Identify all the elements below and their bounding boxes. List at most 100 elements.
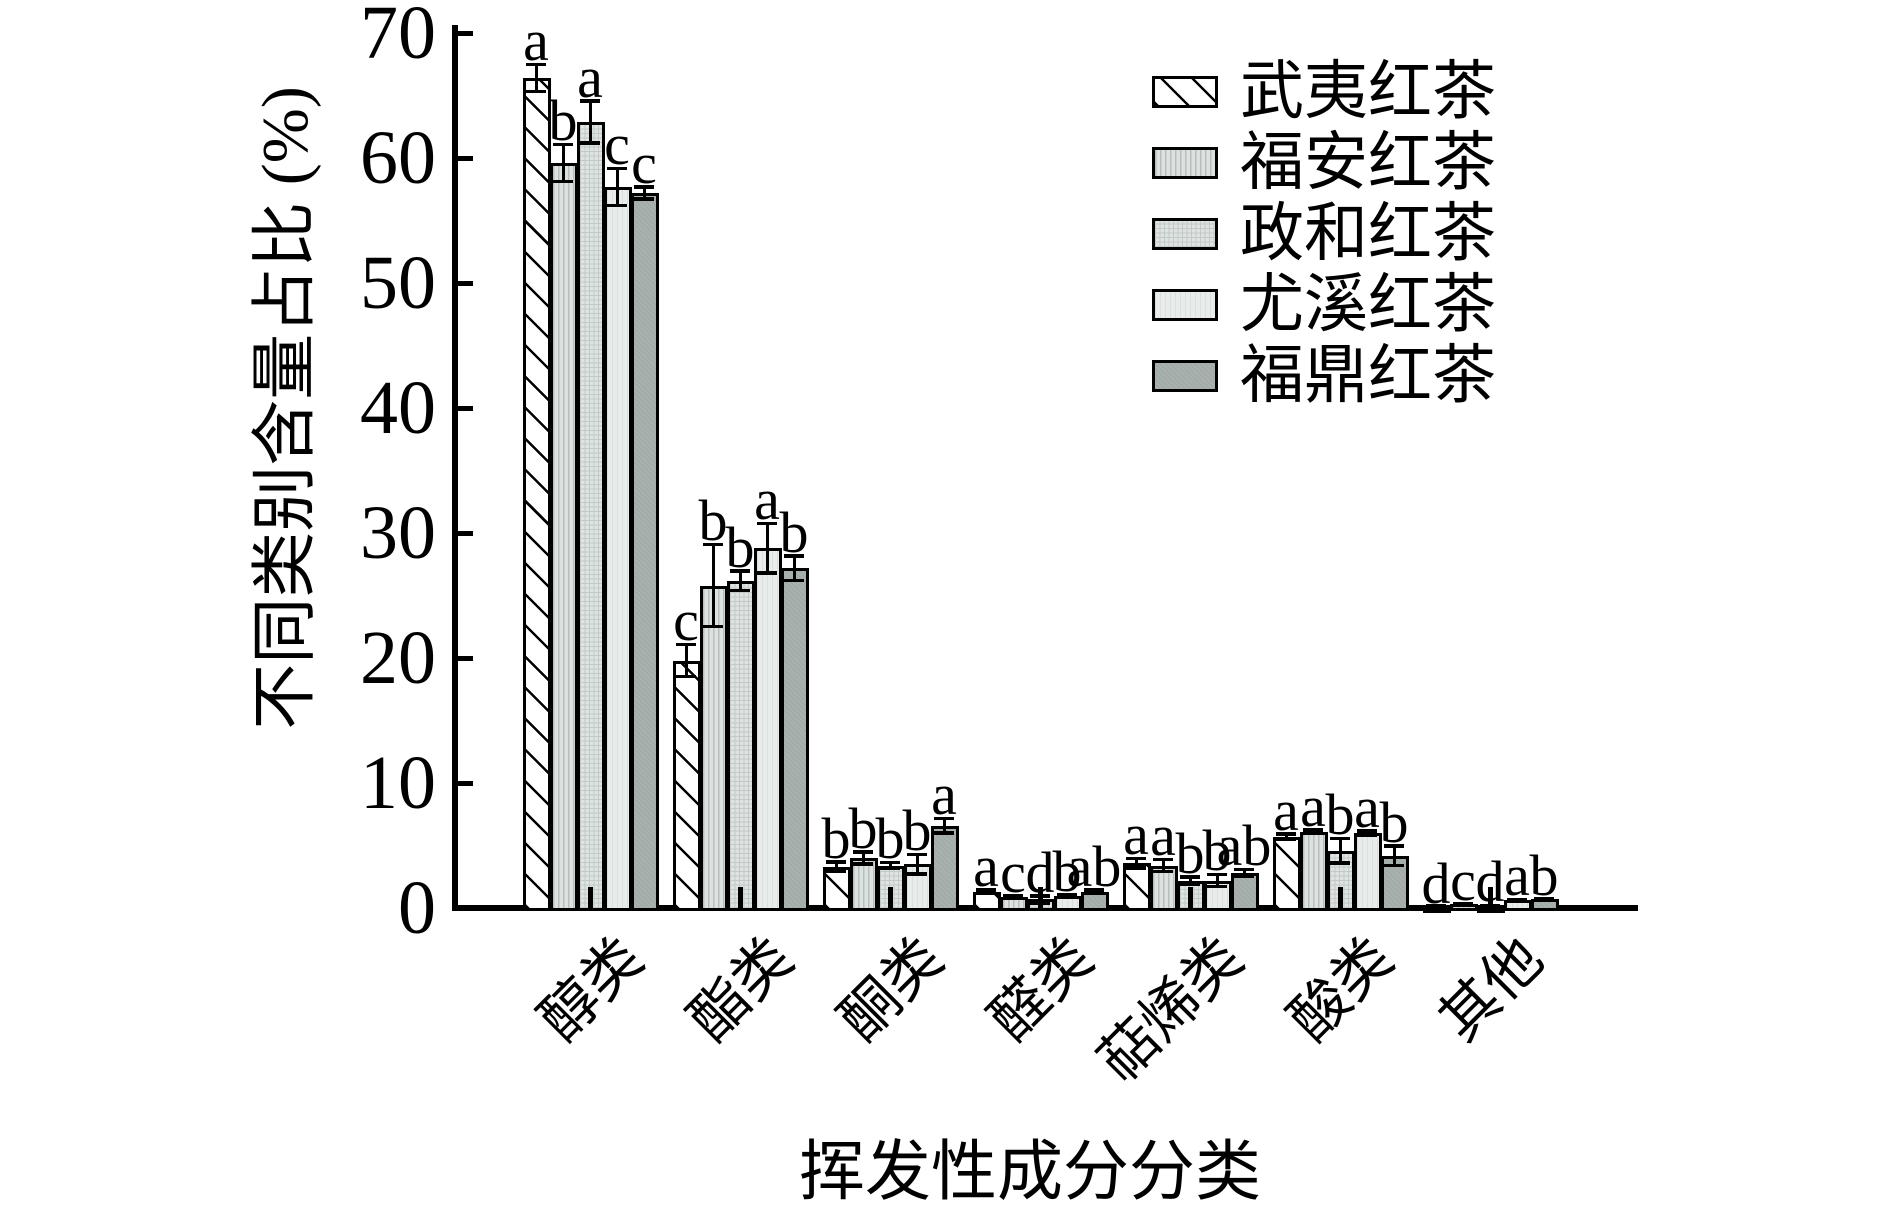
error-bar <box>1365 830 1369 836</box>
bar <box>603 186 632 911</box>
legend-swatch <box>1152 147 1218 179</box>
error-bar-cap <box>1330 861 1350 865</box>
error-bar <box>1242 869 1246 877</box>
significance-letter: a <box>1150 803 1176 869</box>
error-bar-cap <box>1330 836 1350 840</box>
x-tick <box>1337 887 1343 908</box>
significance-letter: a <box>523 8 549 74</box>
significance-letter: a <box>1123 802 1149 867</box>
error-bar-cap <box>1057 895 1077 899</box>
significance-letter: a <box>754 467 780 532</box>
legend-label: 武夷红茶 <box>1240 56 1496 127</box>
significance-letter: b <box>548 88 578 154</box>
bar <box>972 891 1001 911</box>
x-category-label: 醛类 <box>977 925 1106 1054</box>
error-bar-cap <box>1384 844 1404 848</box>
y-tick-label: 70 <box>360 0 436 75</box>
x-category-label: 酸类 <box>1277 925 1406 1054</box>
y-tick <box>458 530 473 536</box>
bar <box>1326 850 1355 911</box>
error-bar-cap <box>1234 874 1254 879</box>
error-bar-cap <box>526 62 546 67</box>
bar <box>672 660 701 911</box>
error-bar-cap <box>1003 896 1023 900</box>
significance-letter: b <box>1052 838 1082 904</box>
error-bar <box>765 523 769 573</box>
error-bar <box>561 144 565 182</box>
error-bar-cap <box>634 185 654 189</box>
error-bar-cap <box>853 850 873 854</box>
error-bar-cap <box>907 852 927 857</box>
x-category-label: 其他 <box>1427 925 1556 1054</box>
bar <box>522 78 551 911</box>
error-bar <box>834 861 838 872</box>
y-axis-spine <box>452 25 458 911</box>
bar <box>1476 906 1505 913</box>
bar <box>699 585 728 911</box>
error-bar-cap <box>634 197 654 201</box>
error-bar <box>1215 874 1219 887</box>
significance-letter: a <box>931 762 957 827</box>
error-bar-cap <box>880 866 900 871</box>
error-bar-cap <box>1126 866 1146 870</box>
y-tick-label: 0 <box>398 866 436 950</box>
bar <box>1353 833 1382 911</box>
significance-letter: b <box>1325 782 1355 847</box>
y-tick <box>458 780 473 786</box>
error-bar-cap <box>1153 869 1173 874</box>
x-tick <box>887 887 893 908</box>
error-bar-cap <box>934 831 954 835</box>
significance-letter: b <box>848 795 878 861</box>
bar <box>1230 873 1259 911</box>
error-bar-cap <box>1084 888 1104 892</box>
error-bar <box>861 851 865 865</box>
error-bar <box>684 644 688 677</box>
significance-letter: b <box>779 499 809 565</box>
x-category-label: 萜烯类 <box>1086 925 1256 1095</box>
error-bar-cap <box>1453 903 1473 907</box>
error-bar-cap <box>1303 831 1323 836</box>
error-bar-cap <box>757 571 777 575</box>
significance-letter: c <box>1450 847 1476 913</box>
error-bar-cap <box>1084 891 1104 896</box>
bar <box>780 568 809 911</box>
significance-letter: c <box>1000 839 1026 905</box>
y-tick <box>458 405 473 411</box>
error-bar-cap <box>1153 857 1173 862</box>
y-tick-label: 30 <box>360 491 436 575</box>
bar <box>630 193 659 911</box>
error-bar-cap <box>907 872 927 876</box>
x-tick <box>587 887 593 908</box>
error-bar <box>792 555 796 581</box>
significance-letter: b <box>725 514 755 580</box>
error-bar-cap <box>1207 872 1227 877</box>
y-tick-label: 20 <box>360 616 436 700</box>
y-tick <box>458 30 473 36</box>
error-bar-cap <box>607 166 627 170</box>
legend-label: 福鼎红茶 <box>1240 340 1496 411</box>
significance-letter: a <box>1273 777 1299 843</box>
y-tick-label: 40 <box>360 366 436 450</box>
error-bar-cap <box>676 674 696 679</box>
significance-letter: b <box>875 806 905 872</box>
bar <box>849 858 878 911</box>
legend-label: 福安红茶 <box>1240 127 1496 198</box>
error-bar <box>1161 859 1165 872</box>
error-bar-cap <box>976 891 996 896</box>
bar <box>1299 831 1328 911</box>
error-bar-cap <box>730 569 750 573</box>
x-axis-title: 挥发性成分分类 <box>799 1136 1261 1209</box>
significance-letter: c <box>604 112 630 177</box>
error-bar-cap <box>580 141 600 145</box>
error-bar-cap <box>1384 863 1404 867</box>
error-bar-cap <box>676 642 696 647</box>
error-bar-cap <box>1126 856 1146 860</box>
significance-letter: a <box>577 44 603 110</box>
error-bar-cap <box>784 554 804 558</box>
error-bar <box>942 818 946 833</box>
error-bar-cap <box>703 624 723 629</box>
error-bar-cap <box>1003 894 1023 898</box>
significance-letter: d <box>1421 851 1451 916</box>
error-bar-cap <box>1426 904 1446 908</box>
